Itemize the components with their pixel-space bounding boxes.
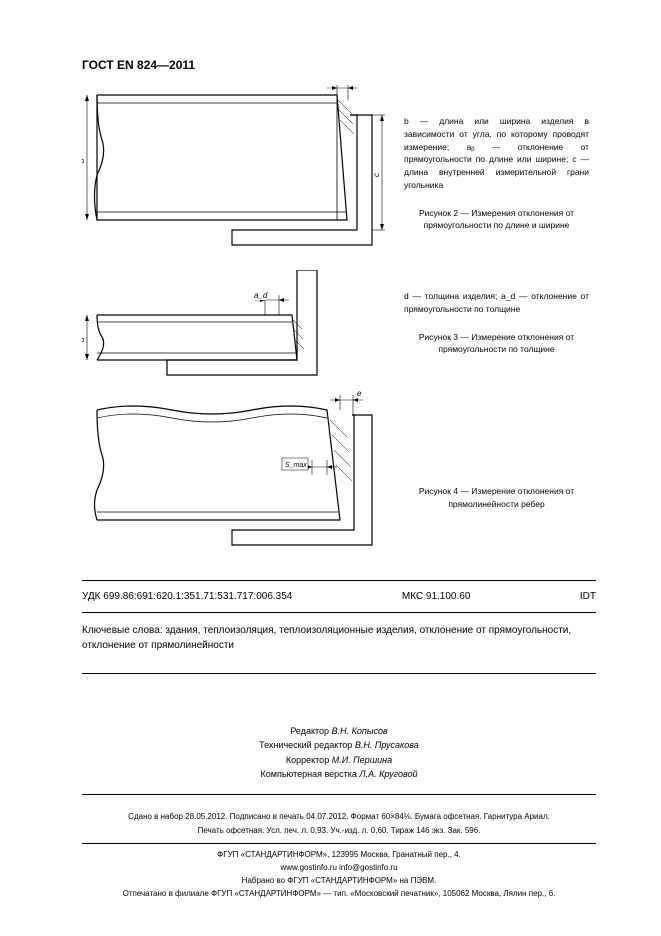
pub-line-4: Отпечатано в филиале ФГУП «СТАНДАРТИНФОР…: [82, 888, 596, 901]
print-info: Сдано в набор 28.05.2012. Подписано в пе…: [82, 810, 596, 839]
divider-5: [82, 843, 596, 844]
divider-4: [82, 794, 596, 795]
figure-4-row: e S_max Рисунок 4 — Измерение отклонения…: [82, 390, 596, 555]
svg-text:b: b: [82, 158, 86, 163]
idt-code: IDT: [580, 591, 596, 602]
layout-line: Компьютерная верстка Л.А. Круговой: [82, 767, 596, 781]
figure-2-legend: b — длина или ширина изделия в зависимос…: [404, 85, 589, 232]
pub-line-3: Набрано во ФГУП «СТАНДАРТИНФОРМ» на ПЭВМ…: [82, 875, 596, 888]
editor-line: Редактор В.Н. Копысов: [82, 724, 596, 738]
pub-line-1: ФГУП «СТАНДАРТИНФОРМ», 123995 Москва, Гр…: [82, 849, 596, 862]
figure-3-legend: d — толщина изделия; a_d — отклонение от…: [404, 270, 589, 356]
print-line-2: Печать офсетная. Усл. печ. л. 0,93. Уч.-…: [82, 824, 596, 838]
publisher-info: ФГУП «СТАНДАРТИНФОРМ», 123995 Москва, Гр…: [82, 849, 596, 900]
svg-text:c: c: [372, 173, 381, 177]
udc-code: УДК 699.86:691:620.1:351.71:531.717:006.…: [82, 591, 292, 602]
keywords-text: Ключевые слова: здания, теплоизоляция, т…: [82, 613, 596, 673]
figure-2-desc: b — длина или ширина изделия в зависимос…: [404, 115, 589, 192]
print-line-1: Сдано в набор 28.05.2012. Подписано в пе…: [82, 810, 596, 824]
classification-row: УДК 699.86:691:620.1:351.71:531.717:006.…: [82, 581, 596, 612]
figure-2-row: aᵦ b c b: [82, 85, 596, 260]
figure-3-diagram: a_d d: [82, 270, 392, 380]
document-page: ГОСТ EN 824—2011 aᵦ: [0, 0, 661, 936]
corrector-line: Корректор М.И. Першина: [82, 753, 596, 767]
figure-4-legend: Рисунок 4 — Измерение отклонения от прям…: [404, 390, 589, 511]
svg-text:d: d: [82, 337, 86, 342]
figure-3-row: a_d d d — толщина изделия; a_d — отклоне…: [82, 270, 596, 380]
figure-2-diagram: aᵦ b c: [82, 85, 392, 260]
pub-line-2: www.gostinfo.ru info@gostinfo.ru: [82, 862, 596, 875]
standard-header: ГОСТ EN 824—2011: [82, 58, 195, 72]
editorial-block: Редактор В.Н. Копысов Технический редакт…: [82, 724, 596, 782]
content-area: aᵦ b c b: [82, 85, 596, 901]
figure-3-desc: d — толщина изделия; a_d — отклонение от…: [404, 290, 589, 316]
figure-4-caption: Рисунок 4 — Измерение отклонения от прям…: [404, 485, 589, 511]
figure-2-caption: Рисунок 2 — Измерения отклонения от прям…: [404, 207, 589, 233]
svg-text:a_d: a_d: [254, 291, 268, 300]
figure-3-caption: Рисунок 3 — Измерение отклонения от прям…: [404, 331, 589, 357]
divider-3: [82, 673, 596, 674]
figure-4-diagram: e S_max: [82, 390, 392, 555]
svg-text:e: e: [357, 390, 362, 398]
mks-code: МКС 91.100.60: [402, 591, 471, 602]
tech-editor-line: Технический редактор В.Н. Прусакова: [82, 738, 596, 752]
svg-text:S_max: S_max: [285, 462, 307, 469]
